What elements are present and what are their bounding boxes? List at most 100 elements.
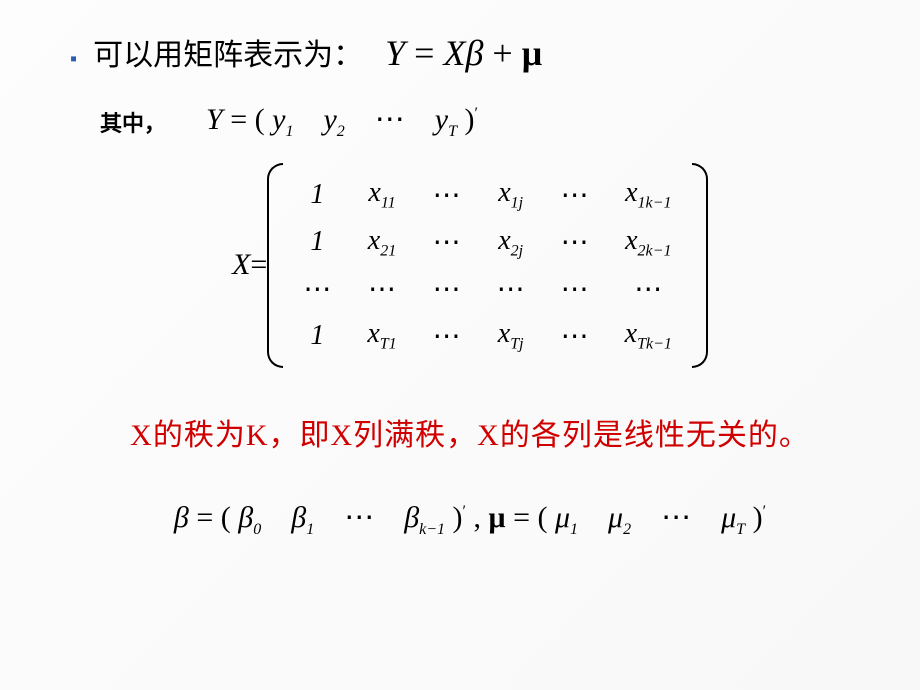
m32: ⋯ <box>415 312 479 360</box>
line2-label: 其中， <box>100 106 166 138</box>
m23: ⋯ <box>479 266 543 312</box>
matrix-eq: = <box>250 248 267 282</box>
murp: ) <box>753 501 763 534</box>
m11: x21 <box>349 219 414 267</box>
y2: y <box>323 103 336 136</box>
prime: ′ <box>475 105 479 122</box>
Y2: Y <box>206 103 223 136</box>
line1: ▪ 可以用矩阵表示为： Y = Xβ + μ <box>70 30 870 74</box>
bk: β <box>404 501 419 534</box>
m34: ⋯ <box>543 312 607 360</box>
m22: ⋯ <box>415 266 479 312</box>
eq-eq1: = <box>405 33 443 73</box>
lp: ( <box>255 103 265 136</box>
eq-mu: μ <box>522 33 542 73</box>
eq-Y: Y <box>385 33 405 73</box>
line1-equation: Y = Xβ + μ <box>385 32 542 74</box>
line1-text: 可以用矩阵表示为： <box>93 30 363 74</box>
slide-content: ▪ 可以用矩阵表示为： Y = Xβ + μ 其中， Y = ( y1 y2 ⋯… <box>0 0 920 690</box>
m31: xT1 <box>349 312 414 360</box>
mueq: = <box>506 501 538 534</box>
m13: x2j <box>479 219 543 267</box>
ydots: ⋯ <box>375 103 405 136</box>
m04: ⋯ <box>543 171 607 219</box>
eq2: = <box>223 103 255 136</box>
m05s: 1k−1 <box>638 195 672 212</box>
m13b: x <box>498 225 510 256</box>
m25: ⋯ <box>607 266 690 312</box>
m33b: x <box>498 318 510 349</box>
m35: xTk−1 <box>607 312 690 360</box>
m01b: x <box>368 177 380 208</box>
X-label: X <box>232 248 250 282</box>
bmlp: ( <box>221 501 231 534</box>
m35b: x <box>625 318 637 349</box>
bullet-icon: ▪ <box>70 48 77 71</box>
bdots: ⋯ <box>344 501 374 534</box>
eq-X: X <box>443 33 465 73</box>
m01: x11 <box>349 171 414 219</box>
m24: ⋯ <box>543 266 607 312</box>
m13s: 2j <box>511 242 523 259</box>
m11s: 21 <box>380 242 396 259</box>
bmrp: ) <box>453 501 463 534</box>
bmeq: = <box>189 501 221 534</box>
mprime: ′ <box>763 503 767 520</box>
m2: μ <box>608 501 623 534</box>
mT: μ <box>721 501 736 534</box>
m15s: 2k−1 <box>638 242 672 259</box>
y-vector: Y = ( y1 y2 ⋯ yT )′ <box>206 102 478 141</box>
matrix-row-1: 1 x21 ⋯ x2j ⋯ x2k−1 <box>285 219 690 267</box>
m03b: x <box>498 177 510 208</box>
m11b: x <box>368 225 380 256</box>
bks: k−1 <box>419 521 445 538</box>
comma: , <box>474 501 489 534</box>
m14: ⋯ <box>543 219 607 267</box>
m2s: 2 <box>623 521 631 538</box>
mulp: ( <box>537 501 547 534</box>
m03: x1j <box>479 171 543 219</box>
beta: β <box>174 501 189 534</box>
m20: ⋯ <box>285 266 349 312</box>
b0: β <box>238 501 253 534</box>
mu: μ <box>489 501 506 534</box>
rp: ) <box>465 103 475 136</box>
matrix-body: 1 x11 ⋯ x1j ⋯ x1k−1 1 x21 ⋯ x2j ⋯ x2k−1 … <box>267 163 708 368</box>
m35s: Tk−1 <box>637 336 672 353</box>
m1s: 1 <box>570 521 578 538</box>
mTs: T <box>736 521 745 538</box>
matrix-row-3: 1 xT1 ⋯ xTj ⋯ xTk−1 <box>285 312 690 360</box>
m31b: x <box>367 318 379 349</box>
yTs: T <box>448 123 457 140</box>
y2s: 2 <box>337 123 345 140</box>
m03s: 1j <box>511 195 523 212</box>
m02: ⋯ <box>415 171 479 219</box>
yT: y <box>435 103 448 136</box>
m33: xTj <box>479 312 543 360</box>
b1: β <box>291 501 306 534</box>
b1s: 1 <box>306 521 314 538</box>
rank-statement: X的秩为K，即X列满秩，X的各列是线性无关的。 <box>70 410 870 454</box>
m15b: x <box>625 225 637 256</box>
matrix-row: X = 1 x11 ⋯ x1j ⋯ x1k−1 1 x21 ⋯ x2j ⋯ <box>70 163 870 368</box>
m10: 1 <box>285 219 349 267</box>
beta-mu-line: β = ( β0 β1 ⋯ βk−1 )′ , μ = ( μ1 μ2 ⋯ μT… <box>70 500 870 539</box>
m05: x1k−1 <box>607 171 690 219</box>
matrix-row-2: ⋯ ⋯ ⋯ ⋯ ⋯ ⋯ <box>285 266 690 312</box>
m21: ⋯ <box>349 266 414 312</box>
m30: 1 <box>285 312 349 360</box>
m31s: T1 <box>380 336 397 353</box>
matrix-row-0: 1 x11 ⋯ x1j ⋯ x1k−1 <box>285 171 690 219</box>
m1: μ <box>555 501 570 534</box>
y1s: 1 <box>285 123 293 140</box>
m00: 1 <box>285 171 349 219</box>
m12: ⋯ <box>415 219 479 267</box>
eq-plus: + <box>483 33 521 73</box>
m15: x2k−1 <box>607 219 690 267</box>
line2: 其中， Y = ( y1 y2 ⋯ yT )′ <box>70 102 870 141</box>
matrix-table: 1 x11 ⋯ x1j ⋯ x1k−1 1 x21 ⋯ x2j ⋯ x2k−1 … <box>285 171 690 360</box>
b0s: 0 <box>253 521 261 538</box>
bprime: ′ <box>463 503 467 520</box>
m01s: 11 <box>381 195 396 212</box>
y1: y <box>272 103 285 136</box>
